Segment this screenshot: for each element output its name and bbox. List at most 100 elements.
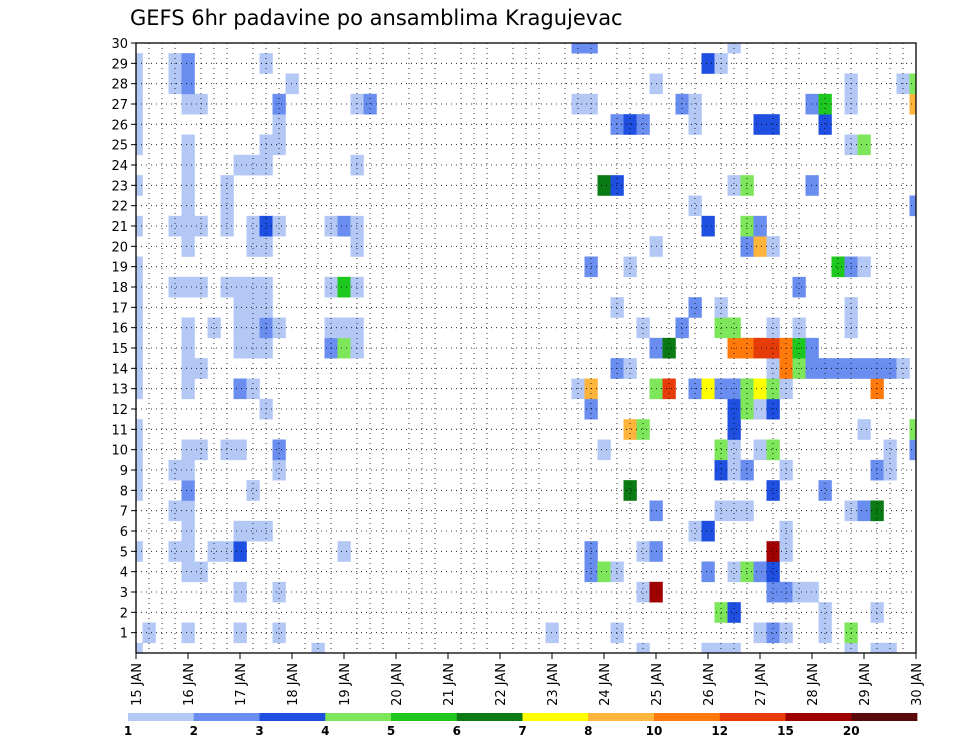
heatmap-cell [136,480,143,501]
heatmap-cell [350,236,364,257]
color-bar-swatch [456,713,523,721]
x-tick-label: 18 JAN [286,663,301,706]
heatmap-cell [818,480,832,501]
color-bar-label: 2 [190,724,198,738]
y-tick-label: 29 [111,57,128,72]
heatmap-cell [181,337,195,359]
heatmap-cell [246,215,260,237]
heatmap-cell [727,500,741,522]
heatmap-cell [136,93,143,115]
heatmap-cell [766,581,780,603]
heatmap-cell [688,114,702,135]
heatmap-cell [136,297,143,318]
heatmap-cell [623,480,637,501]
y-tick-label: 5 [120,545,128,560]
heatmap-cell [805,581,819,603]
heatmap-cell [136,175,143,196]
heatmap-cell [857,256,871,278]
heatmap-cell [883,439,897,461]
heatmap-cell [136,642,143,654]
color-bar-label: 1 [124,724,132,738]
heatmap-cell [337,276,351,298]
heatmap-cell [181,358,195,379]
heatmap-cell [233,622,247,644]
heatmap-cell [233,154,247,176]
color-bar-label: 3 [255,724,263,738]
heatmap-cell [337,337,351,359]
color-bar-swatch [259,713,326,721]
heatmap-cell [818,602,832,623]
y-tick-label: 18 [111,281,128,296]
heatmap-cell [181,53,195,74]
heatmap-cell [272,459,286,481]
heatmap-cell [909,419,917,440]
heatmap-cell [181,317,195,339]
y-tick-label: 20 [111,240,128,255]
heatmap-cell [636,419,650,440]
heatmap-cell [181,93,195,115]
heatmap-cell [623,114,637,135]
heatmap-cell [350,215,364,237]
heatmap-cell [766,561,780,583]
heatmap-cell [136,378,143,400]
heatmap-cell [181,73,195,95]
heatmap-cell [136,276,143,298]
heatmap-cell [350,276,364,298]
x-tick-label: 24 JAN [598,663,613,706]
heatmap-cell [870,500,884,522]
heatmap-cell [272,114,286,135]
heatmap-cell [688,93,702,115]
y-tick-label: 4 [120,566,128,581]
heatmap-cell [766,622,780,644]
color-bar-swatch [654,713,721,721]
color-bar-swatch [193,713,260,721]
heatmap-cell [207,317,221,339]
heatmap-cell [285,73,299,95]
heatmap-cell [136,53,143,74]
y-tick-label: 1 [120,627,128,642]
heatmap-cell [857,358,871,379]
heatmap-cell [220,195,234,217]
heatmap-cell [610,175,624,196]
heatmap-cell [727,175,741,196]
heatmap-cell [805,175,819,196]
x-tick-label: 27 JAN [754,663,769,706]
heatmap-cell [688,520,702,542]
x-tick-label: 16 JAN [182,663,197,706]
heatmap-cell [623,419,637,440]
heatmap-cell [753,337,767,359]
heatmap-cell [246,297,260,318]
x-tick-label: 19 JAN [338,663,353,706]
chart-title: GEFS 6hr padavine po ansamblima Kragujev… [130,6,623,30]
heatmap-cell [136,439,143,461]
heatmap-cell [233,337,247,359]
x-axis: 15 JAN 16 JAN 17 JAN 18 JAN 19 JAN 20 JAN 21 J… [130,653,925,706]
heatmap-cell [818,622,832,644]
heatmap-cell [272,93,286,115]
heatmap-cell [363,93,377,115]
heatmap-cell [688,195,702,217]
x-tick-label: 20 JAN [390,663,405,706]
heatmap-cell [246,276,260,298]
heatmap-cell [136,337,143,359]
heatmap-cell [727,398,741,420]
heatmap-cell [740,561,754,583]
y-tick-label: 21 [111,220,128,235]
heatmap-cell [753,398,767,420]
y-tick-label: 3 [120,586,128,601]
x-tick-label: 22 JAN [494,663,509,706]
heatmap-cell [636,541,650,562]
heatmap-cell [727,459,741,481]
heatmap-cell [233,541,247,562]
color-bar-swatch [128,713,195,721]
y-tick-label: 23 [111,179,128,194]
heatmap-cell [688,297,702,318]
heatmap-cell [766,317,780,339]
heatmap-cell [753,439,767,461]
heatmap-cell [818,93,832,115]
heatmap-cell [766,114,780,135]
heatmap-cell [181,175,195,196]
heatmap-cell [272,134,286,156]
heatmap-cell [740,236,754,257]
color-bar-swatch [522,713,589,721]
